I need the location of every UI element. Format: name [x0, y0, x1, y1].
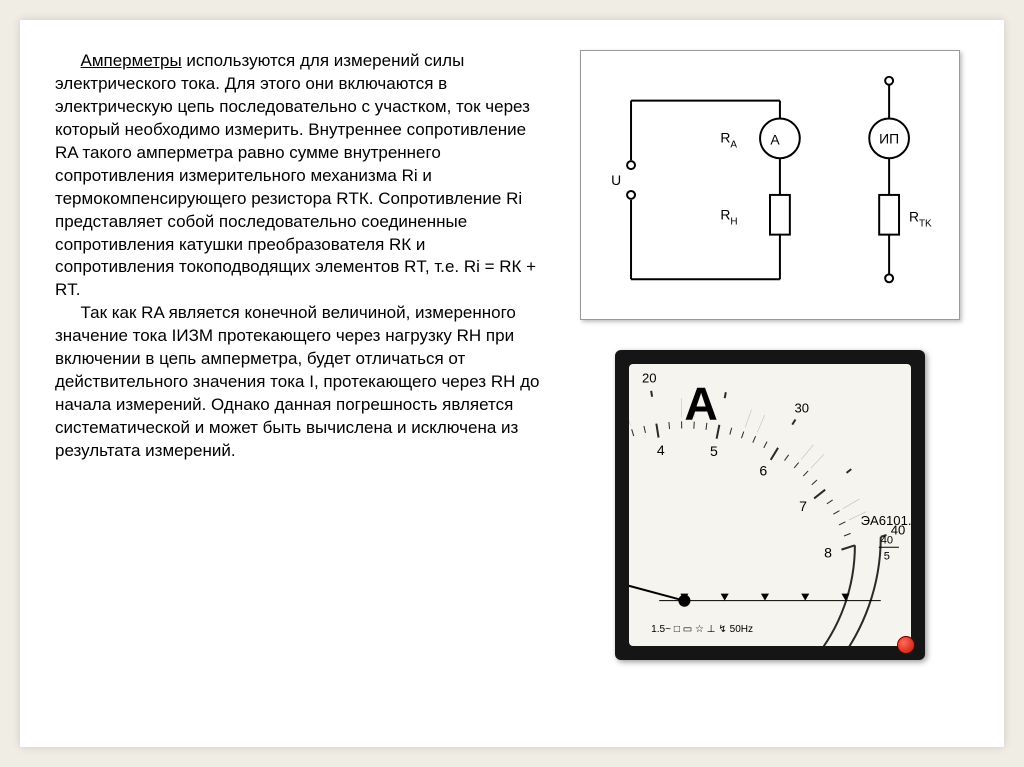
svg-text:A: A [770, 131, 780, 147]
svg-text:6: 6 [759, 463, 767, 479]
svg-text:A: A [684, 377, 717, 429]
svg-text:30: 30 [794, 401, 809, 416]
svg-text:RH: RH [720, 207, 737, 228]
ammeter-device: 012345678010203040AЭА6101.54051.5~ □ ▭ ☆… [615, 350, 925, 660]
svg-text:40: 40 [880, 534, 892, 546]
svg-text:20: 20 [641, 370, 656, 385]
svg-text:4: 4 [656, 442, 664, 458]
slide: Амперметры используются для измерений си… [20, 20, 1004, 747]
svg-text:7: 7 [799, 498, 807, 514]
svg-text:ЭА6101.5: ЭА6101.5 [860, 513, 910, 528]
svg-text:1.5~ □ ▭ ☆ ⊥ ↯ 50Hz: 1.5~ □ ▭ ☆ ⊥ ↯ 50Hz [651, 624, 753, 635]
p1-body: используются для измерений силы электрич… [55, 51, 536, 299]
svg-text:RA: RA [720, 129, 737, 150]
svg-text:8: 8 [824, 545, 832, 561]
svg-text:ИП: ИП [879, 130, 899, 146]
right-column: U RA A RH ИП RTK 012345678010203040AЭА61… [570, 50, 969, 660]
paragraph-1: Амперметры используются для измерений си… [55, 50, 545, 302]
svg-text:5: 5 [709, 443, 717, 459]
meter-red-button[interactable] [897, 636, 915, 654]
circuit-diagram: U RA A RH ИП RTK [580, 50, 960, 320]
svg-text:RTK: RTK [908, 209, 931, 230]
content-row: Амперметры используются для измерений си… [55, 50, 969, 660]
svg-text:5: 5 [883, 550, 889, 562]
lead-word: Амперметры [81, 51, 182, 70]
paragraph-2: Так как RA является конечной величиной, … [55, 302, 545, 463]
ammeter-face: 012345678010203040AЭА6101.54051.5~ □ ▭ ☆… [629, 364, 911, 646]
text-column: Амперметры используются для измерений си… [55, 50, 545, 660]
label-U: U [611, 172, 621, 188]
